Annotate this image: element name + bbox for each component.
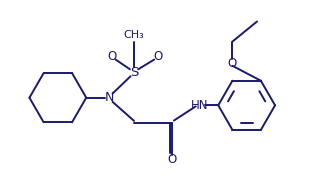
- Text: O: O: [228, 57, 237, 70]
- Text: O: O: [154, 50, 163, 63]
- Text: CH₃: CH₃: [124, 30, 145, 40]
- Text: O: O: [107, 50, 116, 63]
- Text: HN: HN: [191, 99, 209, 112]
- Text: S: S: [130, 66, 138, 79]
- Text: N: N: [105, 91, 114, 104]
- Text: O: O: [167, 152, 177, 166]
